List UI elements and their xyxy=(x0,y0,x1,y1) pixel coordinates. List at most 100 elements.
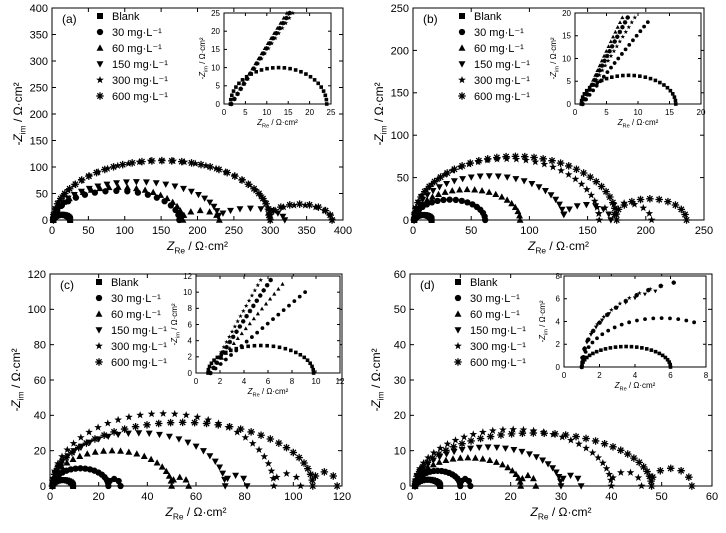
legend-marker xyxy=(458,61,466,68)
inset-axis-y-tick-label: 6 xyxy=(556,295,561,304)
data-point xyxy=(333,482,341,490)
main-axis-y-tick-label: 100 xyxy=(28,304,46,316)
inset-axis-x-tick-label: 0 xyxy=(573,108,578,117)
inset-data-point xyxy=(255,330,260,335)
data-point xyxy=(671,201,680,209)
data-point xyxy=(74,443,83,452)
data-point xyxy=(497,431,505,439)
data-point xyxy=(574,475,582,483)
inset-data-point xyxy=(284,10,289,15)
inset-data-point xyxy=(587,353,592,358)
data-point xyxy=(425,182,434,191)
data-point xyxy=(458,439,466,448)
data-point xyxy=(82,465,89,472)
data-point xyxy=(509,425,518,433)
data-point xyxy=(607,217,615,224)
inset-data-point xyxy=(219,356,225,360)
data-point xyxy=(412,204,420,213)
data-point xyxy=(211,458,219,465)
data-point xyxy=(85,428,93,436)
inset-data-point xyxy=(268,277,273,283)
data-point xyxy=(149,188,157,196)
inset-data-point xyxy=(250,66,255,71)
legend-label: 600 mg·L⁻¹ xyxy=(474,91,530,103)
data-point xyxy=(682,216,691,224)
data-point xyxy=(532,482,540,489)
data-point xyxy=(202,161,210,170)
inset-data-point xyxy=(298,352,303,357)
data-point xyxy=(555,473,563,481)
data-point xyxy=(636,195,645,204)
legend-marker xyxy=(96,61,104,68)
inset-data-point xyxy=(659,283,664,288)
series-5 xyxy=(48,418,341,490)
data-point xyxy=(143,421,151,429)
inset-data-point xyxy=(594,72,600,78)
inset-data-point xyxy=(589,329,595,335)
inset-data-point xyxy=(280,20,286,26)
inset-data-point xyxy=(657,351,662,356)
data-point xyxy=(219,210,227,217)
inset-data-point xyxy=(587,93,592,97)
main-axis-x-tick-label: 150 xyxy=(578,225,596,237)
inset-data-point xyxy=(589,82,595,88)
data-point xyxy=(159,409,167,417)
data-point xyxy=(193,413,202,421)
inset-data-point xyxy=(265,41,270,45)
inset-axis-y-tick-label: 20 xyxy=(211,27,220,36)
data-point xyxy=(201,195,209,202)
data-point xyxy=(443,181,451,188)
data-point xyxy=(429,454,437,462)
inset-data-point xyxy=(276,312,281,317)
data-point xyxy=(196,206,204,214)
main-axis-x-tick-label: 50 xyxy=(465,225,477,237)
inset-data-point xyxy=(232,96,237,101)
inset-y-axis-label: -Zim / Ω·cm² xyxy=(538,300,549,342)
data-point xyxy=(148,157,156,165)
data-point xyxy=(556,159,565,167)
inset-data-point xyxy=(253,61,258,66)
inset-data-point xyxy=(214,360,220,365)
data-point xyxy=(499,461,506,468)
data-point xyxy=(483,155,492,163)
data-point xyxy=(476,173,484,180)
inset-data-point xyxy=(256,56,261,61)
inset-axis-x-tick-label: 20 xyxy=(697,108,706,117)
data-point xyxy=(460,432,468,441)
data-point xyxy=(467,437,475,445)
data-point xyxy=(502,152,510,161)
data-point xyxy=(206,208,214,215)
data-point xyxy=(78,176,86,184)
inset-data-point xyxy=(618,344,623,349)
data-point xyxy=(264,205,273,213)
main-axis-y-tick-label: 300 xyxy=(30,56,48,68)
data-point xyxy=(626,468,635,476)
inset-data-point xyxy=(676,317,681,322)
inset-data-point xyxy=(217,355,223,360)
main-axis-x-tick-label: 250 xyxy=(695,225,713,237)
inset-data-point xyxy=(227,346,232,350)
data-point xyxy=(436,444,445,452)
inset-data-point xyxy=(279,25,285,31)
main-axis-x-tick-label: 200 xyxy=(188,225,206,237)
inset-data-point xyxy=(308,74,313,79)
main-axis-y-tick-label: 250 xyxy=(30,82,48,94)
data-point xyxy=(471,454,479,461)
inset-data-point xyxy=(272,291,277,296)
data-point xyxy=(446,196,453,203)
data-point xyxy=(540,429,548,437)
data-point xyxy=(602,464,611,472)
inset-data-point xyxy=(229,101,234,106)
data-point xyxy=(476,434,485,443)
inset-axis-x-tick-label: 6 xyxy=(266,377,271,386)
data-point xyxy=(255,445,263,454)
data-point xyxy=(49,216,58,224)
data-point xyxy=(597,182,606,191)
data-point xyxy=(168,482,176,489)
main-axis-y-tick-label: 60 xyxy=(394,269,406,281)
data-point xyxy=(175,436,183,443)
main-axis-x-tick-label: 300 xyxy=(261,225,279,237)
y-axis-label: -Zim / Ω·cm² xyxy=(11,82,28,145)
data-point xyxy=(414,198,422,207)
